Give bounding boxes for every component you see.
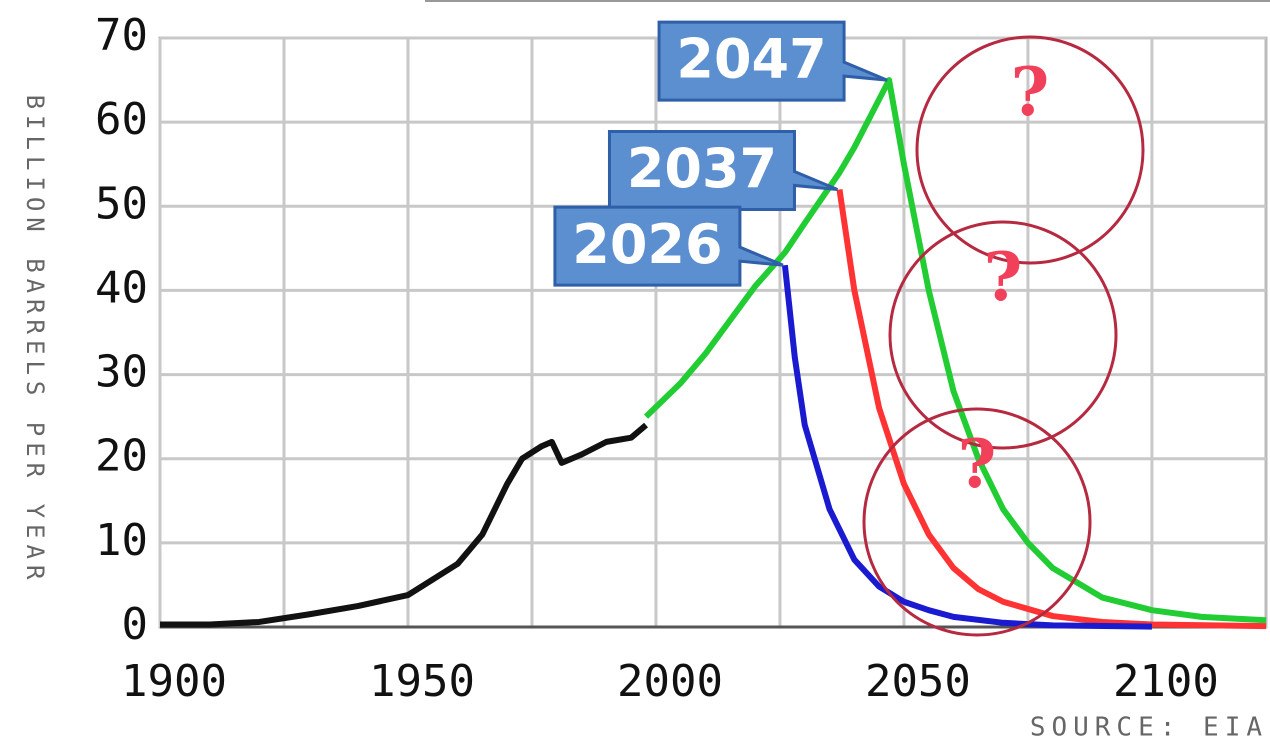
x-tick-label: 1900	[121, 656, 227, 707]
question-mark: ?	[958, 425, 997, 503]
y-tick-label: 40	[95, 262, 148, 313]
y-tick-label: 70	[95, 10, 148, 61]
y-tick-label: 30	[95, 347, 148, 398]
y-tick-label: 0	[122, 599, 149, 650]
source: SOURCE: EIA	[1030, 713, 1268, 743]
x-tick-label: 2000	[617, 656, 723, 707]
callout-box	[553, 205, 784, 287]
question-mark: ?	[1011, 53, 1050, 131]
callout-box	[657, 20, 888, 102]
y-tick-label: 60	[95, 94, 148, 145]
plot-area	[158, 36, 1268, 629]
callout-label: 2037	[627, 137, 777, 200]
circle-marker	[862, 407, 1092, 637]
x-tick-label: 2050	[865, 656, 971, 707]
y-tick-label: 20	[95, 431, 148, 482]
callout-label: 2047	[676, 28, 826, 91]
y-axis-label: BILLION BARRELS PER YEAR	[21, 95, 49, 586]
callout-label: 2026	[572, 213, 722, 276]
series-line	[160, 422, 648, 628]
x-tick-label: 2100	[1113, 656, 1219, 707]
question-mark: ?	[984, 238, 1023, 316]
y-tick-label: 50	[95, 178, 148, 229]
circle-marker	[915, 35, 1145, 265]
circle-marker	[888, 220, 1118, 450]
series-line	[643, 77, 1267, 624]
x-tick-label: 1950	[369, 656, 475, 707]
y-tick-label: 10	[95, 515, 148, 566]
series-line	[836, 189, 1267, 630]
